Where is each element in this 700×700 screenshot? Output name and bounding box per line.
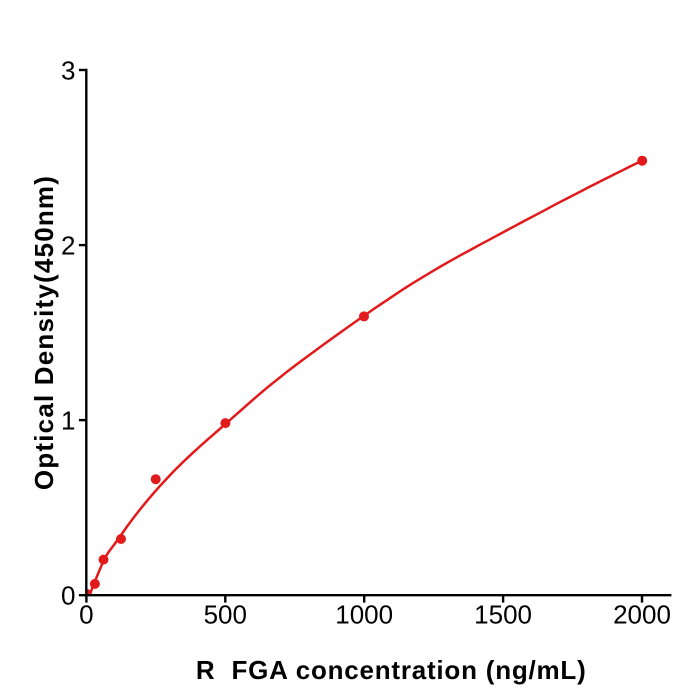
svg-text:2: 2 [61,231,75,261]
svg-text:R FGA concentration (ng/mL): R FGA concentration (ng/mL) [196,655,587,685]
svg-text:1: 1 [61,406,75,436]
svg-text:Optical Density(450nm): Optical Density(450nm) [29,175,59,490]
svg-text:2000: 2000 [613,600,671,630]
svg-text:3: 3 [61,55,75,85]
svg-text:1000: 1000 [335,600,393,630]
svg-text:0: 0 [79,600,93,630]
svg-text:0: 0 [61,581,75,611]
svg-text:1500: 1500 [474,600,532,630]
svg-text:500: 500 [204,600,247,630]
